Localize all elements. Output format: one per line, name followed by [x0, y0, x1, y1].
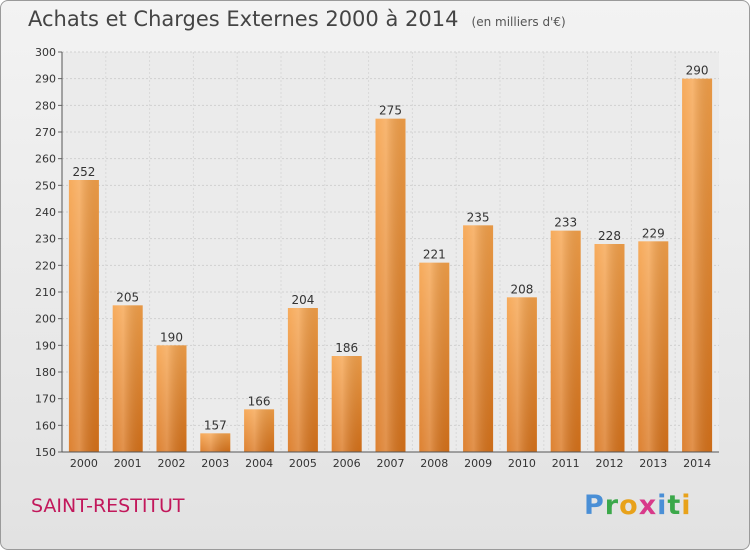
- bar-shine-2003: [200, 433, 231, 452]
- x-tick-label-2006: 2006: [333, 457, 361, 470]
- y-tick-label: 190: [35, 339, 56, 352]
- bar-shine-2006: [331, 356, 362, 452]
- x-tick-label-2003: 2003: [201, 457, 229, 470]
- y-tick-label: 250: [35, 179, 56, 192]
- y-tick-label: 240: [35, 206, 56, 219]
- y-tick-label: 220: [35, 259, 56, 272]
- x-tick-label-2013: 2013: [639, 457, 667, 470]
- data-label-2014: 290: [686, 64, 709, 78]
- y-tick-label: 290: [35, 73, 56, 86]
- x-tick-label-2010: 2010: [508, 457, 536, 470]
- data-label-2002: 190: [160, 330, 183, 344]
- chart-title: Achats et Charges Externes 2000 à 2014: [28, 7, 459, 31]
- bar-shine-2014: [682, 78, 713, 453]
- bar-shine-2007: [375, 118, 406, 453]
- data-label-2005: 204: [291, 293, 314, 307]
- bar-shine-2010: [506, 297, 537, 452]
- chart-subtitle: (en milliers d'€): [471, 15, 566, 29]
- x-tick-label-2014: 2014: [683, 457, 711, 470]
- bars: 252 205 190 157 166 204 186 275 221 235 208 233 228 2…: [68, 64, 713, 453]
- bar-shine-2012: [594, 244, 625, 452]
- data-label-2011: 233: [554, 216, 577, 230]
- bar-shine-2000: [68, 180, 99, 452]
- x-tick-label-2001: 2001: [114, 457, 142, 470]
- x-tick-label-2008: 2008: [420, 457, 448, 470]
- title-line: Achats et Charges Externes 2000 à 2014 (…: [28, 7, 566, 31]
- place-name: SAINT-RESTITUT: [31, 495, 185, 517]
- data-label-2004: 166: [248, 394, 271, 408]
- bar-shine-2009: [463, 225, 494, 452]
- data-label-2000: 252: [72, 165, 95, 179]
- y-tick-label: 160: [35, 419, 56, 432]
- x-tick-label-2011: 2011: [552, 457, 580, 470]
- bar-shine-2001: [112, 305, 143, 452]
- bar-shine-2005: [287, 308, 318, 452]
- bar-shine-2004: [244, 409, 275, 452]
- data-label-2012: 228: [598, 229, 621, 243]
- x-tick-label-2005: 2005: [289, 457, 317, 470]
- y-tick-label: 170: [35, 393, 56, 406]
- y-tick-label: 280: [35, 99, 56, 112]
- data-label-2013: 229: [642, 226, 665, 240]
- y-tick-label: 270: [35, 126, 56, 139]
- y-tick-label: 180: [35, 366, 56, 379]
- y-tick-label: 210: [35, 286, 56, 299]
- data-label-2006: 186: [335, 341, 358, 355]
- x-tick-label-2000: 2000: [70, 457, 98, 470]
- x-tick-label-2004: 2004: [245, 457, 273, 470]
- data-label-2009: 235: [467, 210, 490, 224]
- y-tick-label: 300: [35, 46, 56, 59]
- y-tick-label: 150: [35, 446, 56, 459]
- x-tick-label-2002: 2002: [158, 457, 186, 470]
- data-label-2008: 221: [423, 248, 446, 262]
- bar-shine-2011: [550, 230, 581, 452]
- bar-shine-2002: [156, 345, 187, 452]
- x-tick-label-2007: 2007: [377, 457, 405, 470]
- x-tick-label-2009: 2009: [464, 457, 492, 470]
- proxiti-logo: Proxiti: [584, 490, 692, 521]
- data-label-2007: 275: [379, 104, 402, 118]
- bar-shine-2013: [638, 241, 669, 452]
- data-label-2003: 157: [204, 418, 227, 432]
- bar-shine-2008: [419, 262, 450, 452]
- y-tick-label: 200: [35, 313, 56, 326]
- data-label-2010: 208: [510, 282, 533, 296]
- y-tick-label: 260: [35, 153, 56, 166]
- axes: 150 160 170 180 190 200 210 220 230 240 250 260 270 2…: [35, 46, 719, 470]
- y-tick-label: 230: [35, 233, 56, 246]
- x-tick-label-2012: 2012: [596, 457, 624, 470]
- data-label-2001: 205: [116, 290, 139, 304]
